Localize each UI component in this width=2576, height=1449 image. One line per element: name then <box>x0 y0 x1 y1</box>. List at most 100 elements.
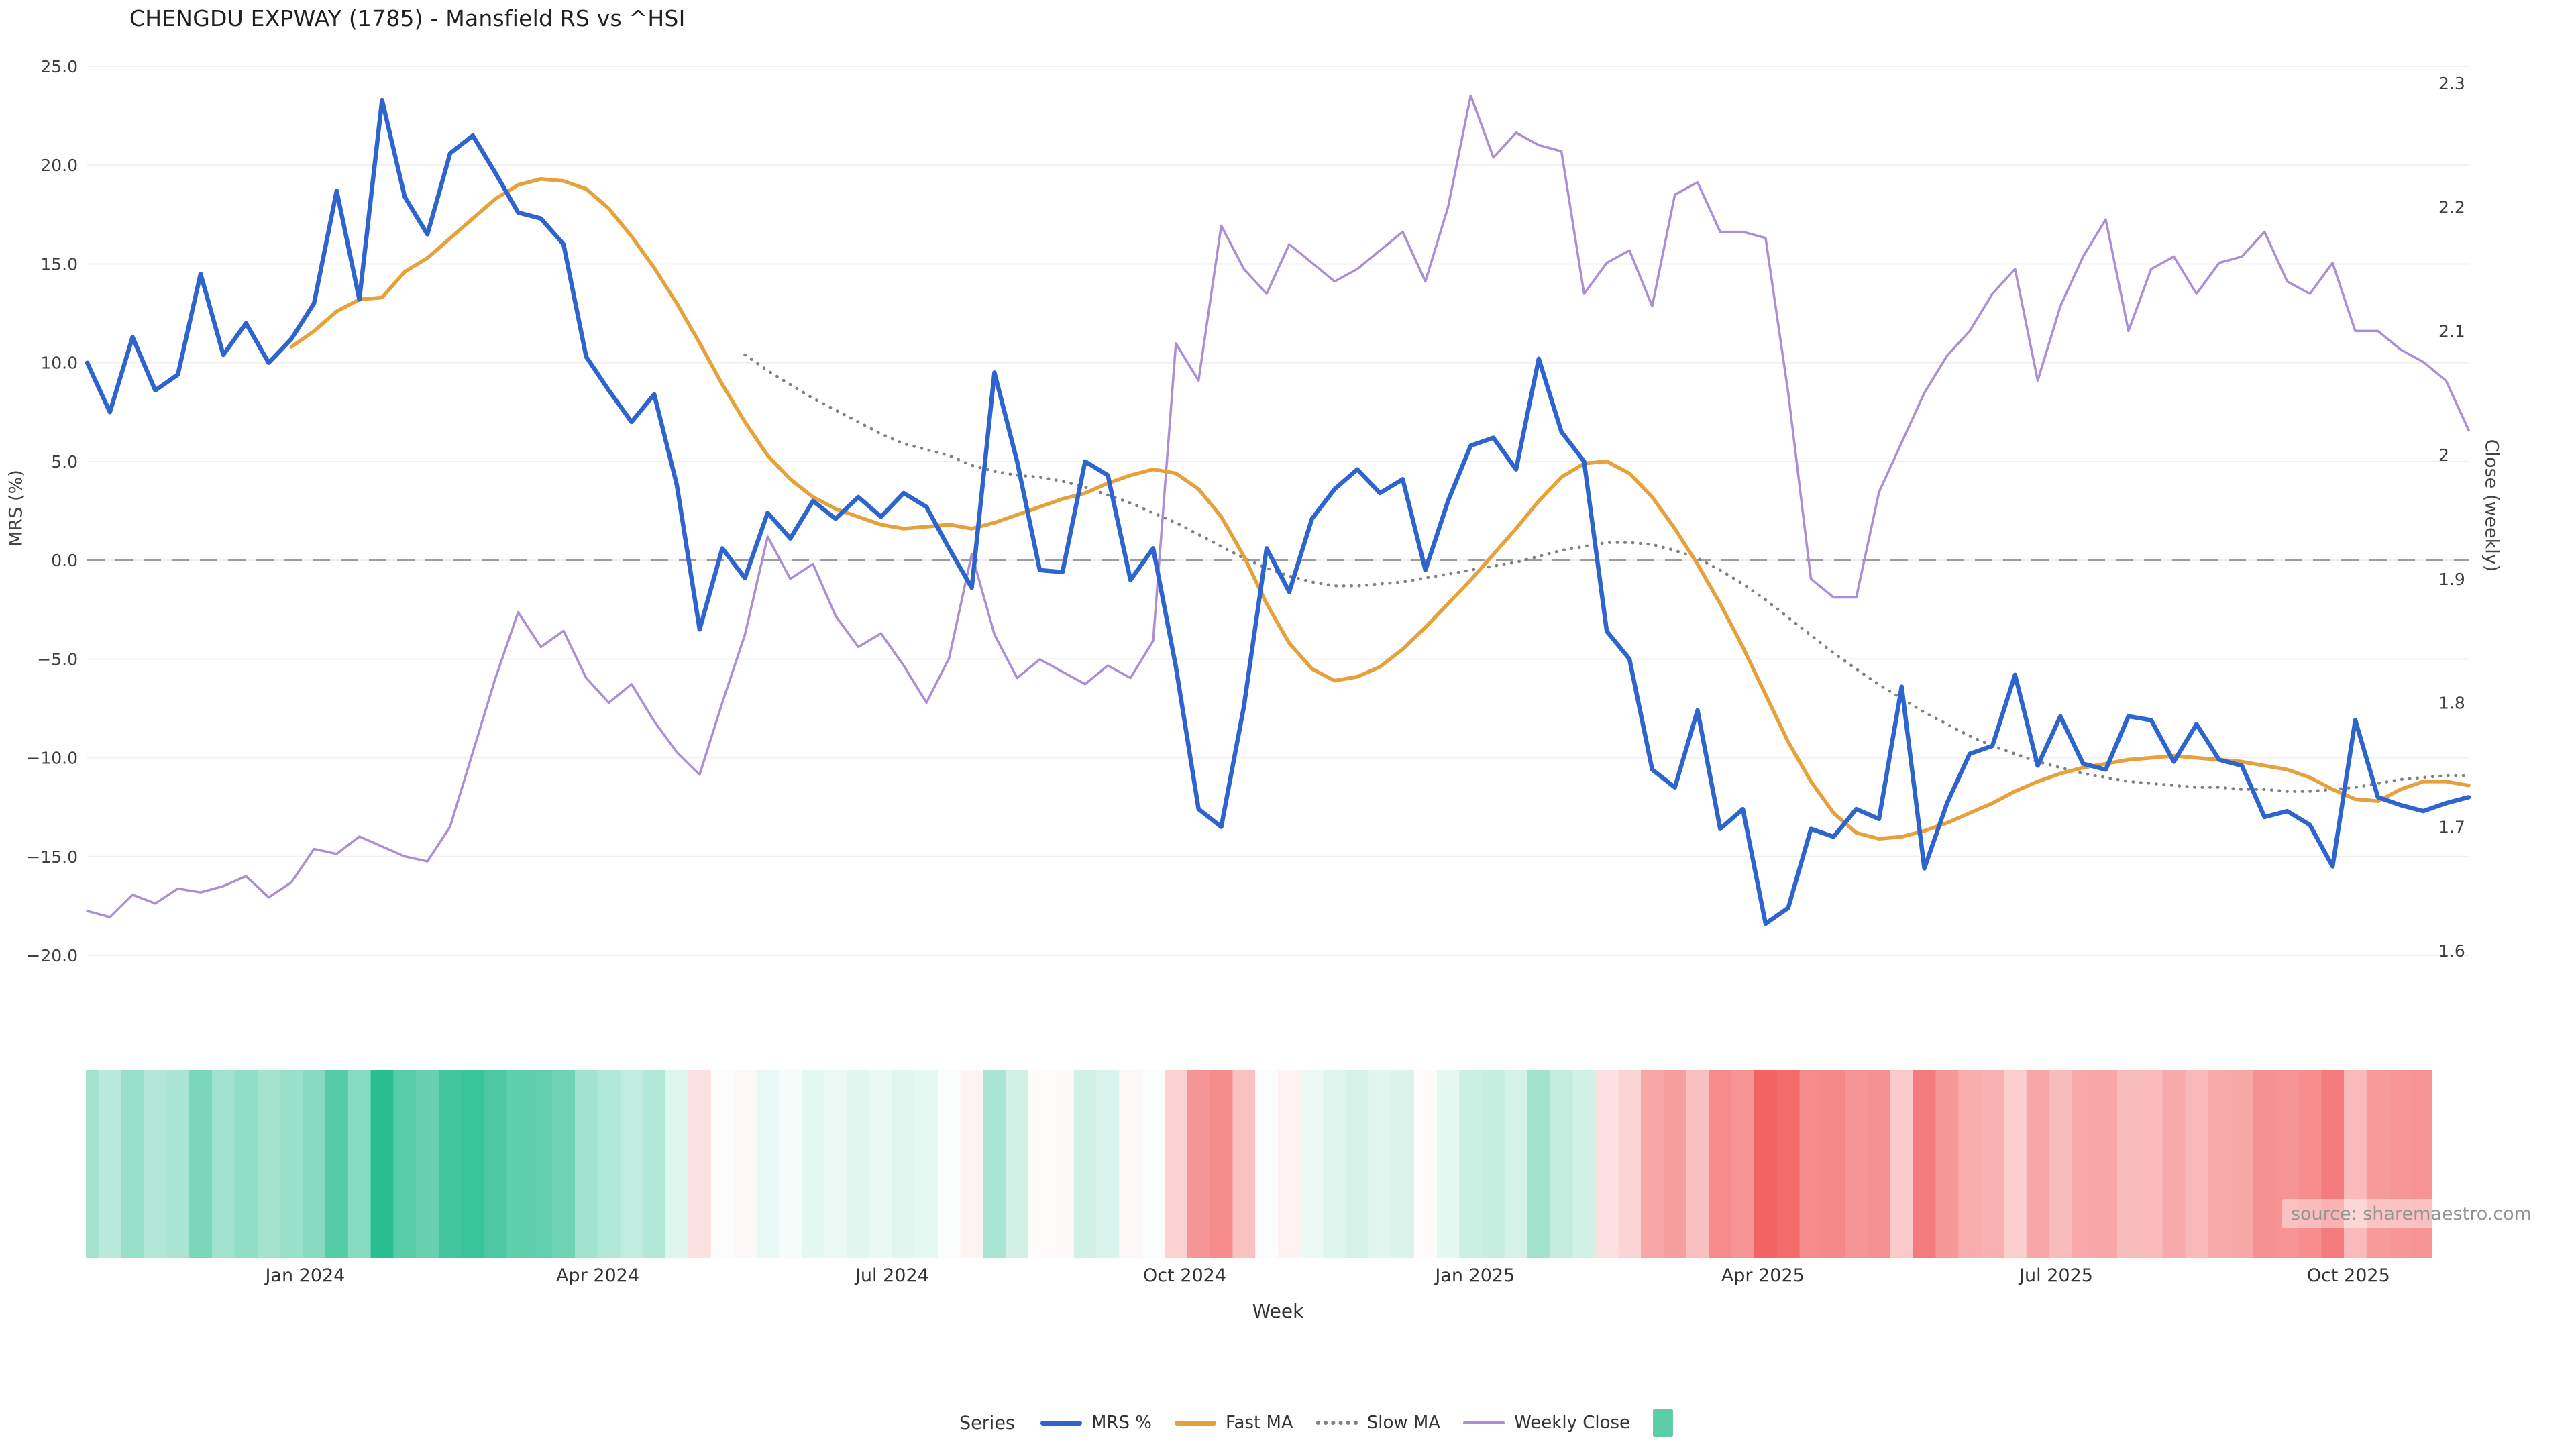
heatmap-cell[interactable] <box>1255 1070 1279 1258</box>
legend-item-fast-ma[interactable]: Fast MA <box>1174 1413 1293 1433</box>
heatmap-cell[interactable] <box>1323 1070 1347 1258</box>
heatmap-cell[interactable] <box>552 1070 576 1258</box>
heatmap-cell[interactable] <box>756 1070 780 1258</box>
heatmap-cell[interactable] <box>2412 1070 2432 1258</box>
heatmap-cell[interactable] <box>733 1070 757 1258</box>
heatmap-cell[interactable] <box>1663 1070 1687 1258</box>
heatmap-cell[interactable] <box>1618 1070 1642 1258</box>
heatmap-cell[interactable] <box>847 1070 871 1258</box>
heatmap-cell[interactable] <box>166 1070 190 1258</box>
heatmap-cell[interactable] <box>393 1070 417 1258</box>
heatmap-cell[interactable] <box>2389 1070 2413 1258</box>
heatmap-cell[interactable] <box>439 1070 462 1258</box>
heatmap-cell[interactable] <box>2094 1070 2118 1258</box>
heatmap-cell[interactable] <box>1799 1070 1823 1258</box>
heatmap-cell[interactable] <box>574 1070 598 1258</box>
heatmap-cell[interactable] <box>2185 1070 2208 1258</box>
heatmap-cell[interactable] <box>211 1070 235 1258</box>
heatmap-cell[interactable] <box>2231 1070 2254 1258</box>
heatmap-cell[interactable] <box>2253 1070 2277 1258</box>
heatmap-cell[interactable] <box>1958 1070 1982 1258</box>
heatmap-cell[interactable] <box>1505 1070 1528 1258</box>
heatmap-cell[interactable] <box>892 1070 916 1258</box>
legend-item-slow-ma[interactable]: Slow MA <box>1316 1413 1440 1433</box>
heatmap-cell[interactable] <box>2344 1070 2367 1258</box>
heatmap-cell[interactable] <box>2208 1070 2231 1258</box>
heatmap-cell[interactable] <box>960 1070 984 1258</box>
heatmap-cell[interactable] <box>347 1070 372 1258</box>
heatmap-cell[interactable] <box>2275 1070 2300 1258</box>
heatmap-cell[interactable] <box>416 1070 439 1258</box>
heatmap-cell[interactable] <box>1028 1070 1052 1258</box>
heatmap-cell[interactable] <box>2116 1070 2141 1258</box>
heatmap-cell[interactable] <box>1981 1070 2004 1258</box>
heatmap-cell[interactable] <box>2162 1070 2186 1258</box>
heatmap-cell[interactable] <box>484 1070 508 1258</box>
heatmap-cell[interactable] <box>1822 1070 1845 1258</box>
slow-ma-line[interactable] <box>743 353 2471 793</box>
heatmap-cell[interactable] <box>869 1070 893 1258</box>
heatmap-cell[interactable] <box>2139 1070 2163 1258</box>
heatmap-cell[interactable] <box>1119 1070 1142 1258</box>
heatmap-cell[interactable] <box>506 1070 530 1258</box>
heatmap-cell[interactable] <box>303 1070 326 1258</box>
heatmap-cell[interactable] <box>1391 1070 1415 1258</box>
heatmap-cell[interactable] <box>1073 1070 1097 1258</box>
heatmap-cell[interactable] <box>1413 1070 1438 1258</box>
heatmap-cell[interactable] <box>1845 1070 1868 1258</box>
heatmap-cell[interactable] <box>1935 1070 1959 1258</box>
heatmap-cell[interactable] <box>802 1070 825 1258</box>
heatmap-cell[interactable] <box>1709 1070 1732 1258</box>
heatmap-cell[interactable] <box>1868 1070 1891 1258</box>
legend-item-mrs-[interactable]: MRS % <box>1040 1413 1152 1433</box>
heatmap-cell[interactable] <box>1096 1070 1120 1258</box>
heatmap-cell[interactable] <box>983 1070 1006 1258</box>
legend-item-weekly-close[interactable]: Weekly Close <box>1463 1413 1630 1433</box>
weekly-close-line[interactable] <box>86 94 2470 918</box>
heatmap-cell[interactable] <box>1436 1070 1460 1258</box>
heatmap-cell[interactable] <box>1346 1070 1369 1258</box>
heatmap-cell[interactable] <box>1527 1070 1551 1258</box>
heatmap-cell[interactable] <box>189 1070 213 1258</box>
heatmap-cell[interactable] <box>710 1070 735 1258</box>
heatmap-cell[interactable] <box>86 1070 99 1258</box>
heatmap-cell[interactable] <box>121 1070 145 1258</box>
heatmap-cell[interactable] <box>2072 1070 2095 1258</box>
heatmap-cell[interactable] <box>1776 1070 1801 1258</box>
heatmap-cell[interactable] <box>643 1070 666 1258</box>
heatmap-cell[interactable] <box>144 1070 167 1258</box>
heatmap-cell[interactable] <box>1164 1070 1188 1258</box>
heatmap-cell[interactable] <box>257 1070 280 1258</box>
mrs--line[interactable] <box>85 97 2471 926</box>
heatmap-cell[interactable] <box>1187 1070 1211 1258</box>
heatmap-cell[interactable] <box>2049 1070 2072 1258</box>
heatmap-cell[interactable] <box>1006 1070 1029 1258</box>
heatmap-cell[interactable] <box>529 1070 553 1258</box>
heatmap-cell[interactable] <box>1731 1070 1755 1258</box>
heatmap-cell[interactable] <box>280 1070 303 1258</box>
heatmap-cell[interactable] <box>325 1070 349 1258</box>
heatmap-cell[interactable] <box>1482 1070 1505 1258</box>
legend-item-heatmap[interactable] <box>1653 1409 1674 1437</box>
heatmap-cell[interactable] <box>1210 1070 1233 1258</box>
heatmap-cell[interactable] <box>665 1070 689 1258</box>
heatmap-cell[interactable] <box>98 1070 122 1258</box>
heatmap-cell[interactable] <box>597 1070 621 1258</box>
heatmap-cell[interactable] <box>1686 1070 1709 1258</box>
heatmap-cell[interactable] <box>1754 1070 1778 1258</box>
heatmap-cell[interactable] <box>2321 1070 2345 1258</box>
heatmap-cell[interactable] <box>461 1070 485 1258</box>
heatmap-cell[interactable] <box>1278 1070 1301 1258</box>
heatmap-cell[interactable] <box>1232 1070 1256 1258</box>
heatmap-cell[interactable] <box>1051 1070 1075 1258</box>
fast-ma-line[interactable] <box>289 177 2471 841</box>
heatmap-cell[interactable] <box>2366 1070 2390 1258</box>
heatmap-cell[interactable] <box>234 1070 258 1258</box>
heatmap-cell[interactable] <box>620 1070 643 1258</box>
heatmap-cell[interactable] <box>1300 1070 1324 1258</box>
heatmap-cell[interactable] <box>1913 1070 1937 1258</box>
heatmap-cell[interactable] <box>1595 1070 1619 1258</box>
heatmap-cell[interactable] <box>1640 1070 1664 1258</box>
heatmap-cell[interactable] <box>688 1070 712 1258</box>
heatmap-cell[interactable] <box>1368 1070 1392 1258</box>
